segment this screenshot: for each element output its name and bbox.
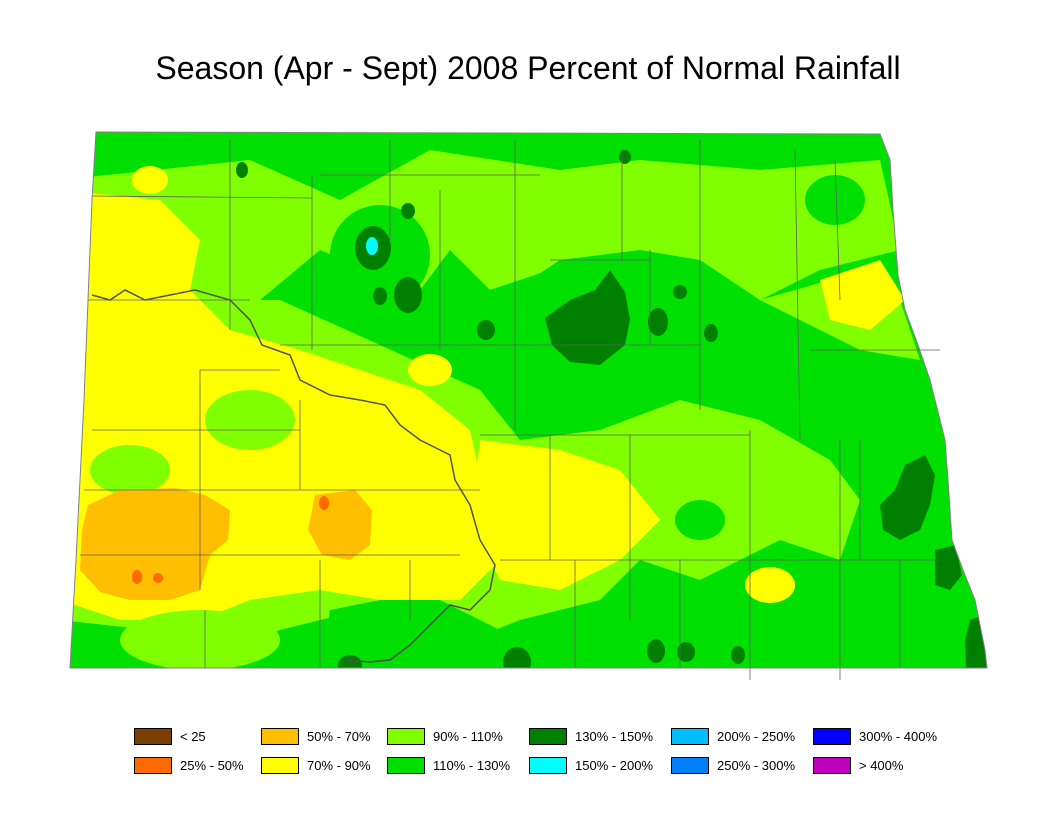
legend-swatch: [813, 727, 851, 745]
zone-70-90: [820, 260, 905, 330]
legend-item: < 25: [134, 727, 206, 745]
zone-70-90: [745, 567, 795, 603]
legend-swatch: [134, 756, 172, 774]
legend-label: 50% - 70%: [307, 728, 371, 744]
legend-swatch: [671, 727, 709, 745]
zone-90-110: [120, 610, 280, 668]
zone-70-90: [132, 166, 168, 194]
zone-90-110: [205, 390, 295, 450]
zone-110-130: [800, 350, 945, 660]
zone-130-150: [673, 285, 687, 299]
zone-130-150: [648, 308, 668, 336]
legend-item: 250% - 300%: [671, 756, 795, 774]
zone-130-150: [647, 639, 665, 663]
zone-130-150: [619, 150, 631, 164]
zone-110-130: [805, 175, 865, 225]
zone-110-130: [320, 600, 560, 668]
legend-label: 200% - 250%: [717, 728, 796, 744]
zone-130-150: [503, 647, 531, 668]
rainfall-surface: [70, 132, 987, 668]
zone-110-130: [100, 132, 240, 163]
legend-item: 25% - 50%: [134, 756, 244, 774]
legend-item: 200% - 250%: [671, 727, 795, 745]
legend-label: > 400%: [859, 757, 904, 773]
zone-90-110: [90, 445, 170, 495]
zone-130-150: [338, 655, 362, 668]
legend-label: < 25: [180, 728, 206, 744]
legend-item: 50% - 70%: [261, 727, 371, 745]
legend-swatch: [261, 727, 299, 745]
legend-item: 90% - 110%: [387, 727, 503, 745]
legend-item: 110% - 130%: [387, 756, 510, 774]
legend: < 25 25% - 50% 50% - 70% 70% - 90% 90% -…: [134, 727, 994, 777]
map-title: Season (Apr - Sept) 2008 Percent of Norm…: [155, 50, 901, 86]
legend-label: 70% - 90%: [307, 757, 371, 773]
legend-item: 130% - 150%: [529, 727, 653, 745]
zone-130-150: [477, 320, 495, 340]
county-boundaries: [80, 140, 940, 680]
zone-70-90: [470, 440, 660, 590]
legend-label: 110% - 130%: [433, 757, 511, 773]
legend-label: 250% - 300%: [717, 757, 796, 773]
legend-swatch: [671, 756, 709, 774]
legend-swatch: [529, 756, 567, 774]
zone-110-130: [675, 500, 725, 540]
legend-label: 90% - 110%: [433, 728, 503, 744]
legend-swatch: [261, 756, 299, 774]
zone-130-150: [545, 270, 630, 365]
zone-130-150: [704, 324, 718, 342]
zone-130-150: [731, 646, 745, 664]
zone-130-150: [401, 203, 415, 219]
legend-item: > 400%: [813, 756, 903, 774]
legend-label: 300% - 400%: [859, 728, 938, 744]
legend-item: 70% - 90%: [261, 756, 371, 774]
zone-90-110: [70, 150, 900, 300]
zone-150-200: [366, 237, 378, 255]
legend-swatch: [387, 727, 425, 745]
legend-swatch: [813, 756, 851, 774]
legend-swatch: [134, 727, 172, 745]
legend-swatch: [529, 727, 567, 745]
zone-25-50: [319, 496, 329, 510]
zone-25-50: [153, 573, 163, 583]
state-outline: [69, 131, 988, 669]
zone-130-150: [677, 642, 695, 662]
legend-label: 150% - 200%: [575, 757, 654, 773]
legend-item: 300% - 400%: [813, 727, 937, 745]
zone-130-150: [880, 455, 935, 540]
legend-label: 25% - 50%: [180, 757, 244, 773]
zone-130-150: [394, 277, 422, 313]
zone-130-150: [373, 287, 387, 305]
missouri-river: [91, 289, 496, 663]
zone-130-150: [236, 162, 248, 178]
zone-50-70: [80, 488, 230, 600]
legend-item: 150% - 200%: [529, 756, 653, 774]
legend-swatch: [387, 756, 425, 774]
zone-70-90: [408, 354, 452, 386]
zone-130-150: [935, 545, 962, 590]
zone-25-50: [132, 570, 142, 584]
legend-label: 130% - 150%: [575, 728, 654, 744]
